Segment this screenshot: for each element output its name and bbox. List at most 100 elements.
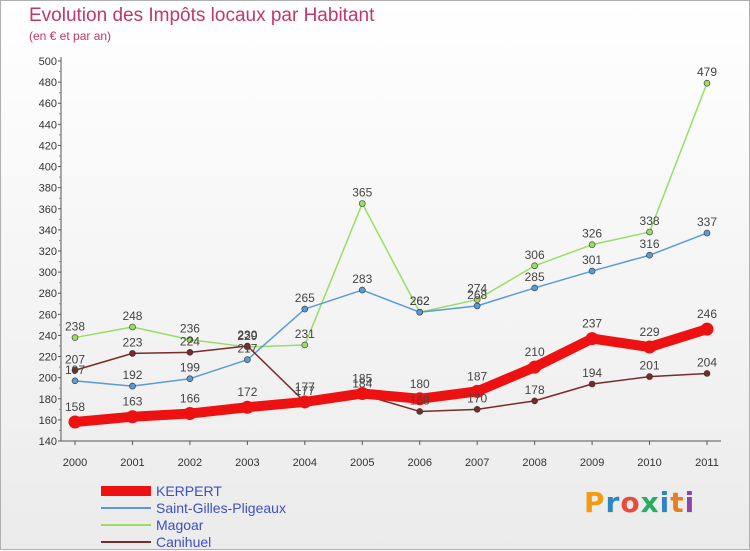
data-point [416,308,424,316]
data-point [588,241,596,248]
data-label: 187 [467,369,487,383]
data-point [531,397,538,405]
axes: 140 160 180 200 220 240 260 280 300 320 340 360 380 4… [39,56,721,469]
data-point [186,349,194,356]
data-label: 301 [582,253,602,267]
data-label: 177 [295,380,315,394]
y-tick-label: 360 [39,204,57,216]
data-label: 168 [410,393,430,407]
data-point [416,408,424,415]
y-tick-label: 220 [39,352,57,364]
x-tick-label: 2010 [637,457,661,469]
data-point [358,286,366,294]
y-tick-label: 200 [39,373,57,385]
data-label: 197 [65,363,85,377]
data-point [183,407,197,421]
data-point [646,373,653,380]
y-tick-label: 300 [39,267,57,279]
data-point [129,323,136,331]
data-label: 210 [525,345,545,359]
data-label: 265 [295,291,315,305]
x-tick-label: 2008 [522,457,546,469]
x-tick-label: 2004 [293,457,317,469]
data-label: 230 [237,328,257,342]
legend-swatch [101,486,151,496]
data-point [643,340,657,354]
data-point [473,296,481,303]
data-label: 158 [65,400,85,414]
series-line [74,345,708,413]
data-point [585,332,599,346]
x-tick-label: 2006 [407,457,431,469]
data-point [68,415,82,429]
y-tick-label: 240 [39,330,57,342]
y-tick-label: 380 [39,183,57,195]
y-tick-label: 320 [39,246,57,258]
data-label: 166 [180,392,200,406]
data-point [703,79,711,87]
data-point [588,267,596,275]
legend-label: Magoar [156,517,204,533]
y-tick-label: 340 [39,225,57,237]
y-tick-label: 280 [39,288,57,300]
data-label: 248 [122,309,142,323]
data-point [129,382,136,390]
data-label: 337 [697,215,717,229]
series-line [70,324,712,427]
data-label: 229 [640,325,660,339]
data-label: 274 [467,282,487,296]
series-line [74,82,708,348]
data-label: 479 [697,65,717,79]
legend-swatch [101,507,151,509]
data-point [700,322,714,336]
data-label: 306 [525,248,545,262]
data-label: 194 [582,366,602,380]
data-label: 184 [352,377,372,391]
data-point [531,284,538,292]
data-point [186,336,194,343]
logo-letter: i [684,486,696,519]
data-point [186,375,194,383]
data-label: 199 [180,361,200,375]
data-point [588,380,596,388]
y-tick-label: 500 [39,56,57,68]
data-point [71,366,79,374]
y-tick-label: 160 [39,415,57,427]
data-label: 283 [352,272,372,286]
y-tick-label: 420 [39,140,57,152]
data-label: 185 [352,372,372,386]
data-label: 204 [697,355,717,369]
y-tick-label: 400 [39,162,57,174]
legend-label: Canihuel [156,534,212,550]
legend-label: KERPERT [156,483,222,499]
data-point [240,400,254,414]
data-point [358,200,366,207]
y-tick-label: 480 [39,77,57,89]
data-point [244,356,251,364]
data-label: 262 [410,294,430,308]
x-tick-label: 2009 [580,457,604,469]
data-point [470,384,484,398]
legend-swatch [101,524,151,526]
data-label: 326 [582,227,602,241]
data-point [301,305,309,313]
data-point [473,302,481,310]
logo-letter: x [640,486,660,519]
data-label: 246 [697,307,717,321]
data-label: 180 [410,377,430,391]
legend-label: Saint-Gilles-Pligeaux [156,500,286,516]
x-tick-label: 2001 [120,457,144,469]
data-label: 262 [410,294,430,308]
data-point [646,251,653,259]
x-tick-label: 2007 [465,457,489,469]
data-label: 338 [640,214,660,228]
logo-letter: o [620,486,641,519]
data-point [298,395,312,409]
data-label: 231 [295,327,315,341]
x-tick-label: 2002 [178,457,202,469]
data-label: 285 [525,270,545,284]
data-label: 201 [640,359,660,373]
data-point [71,377,79,385]
